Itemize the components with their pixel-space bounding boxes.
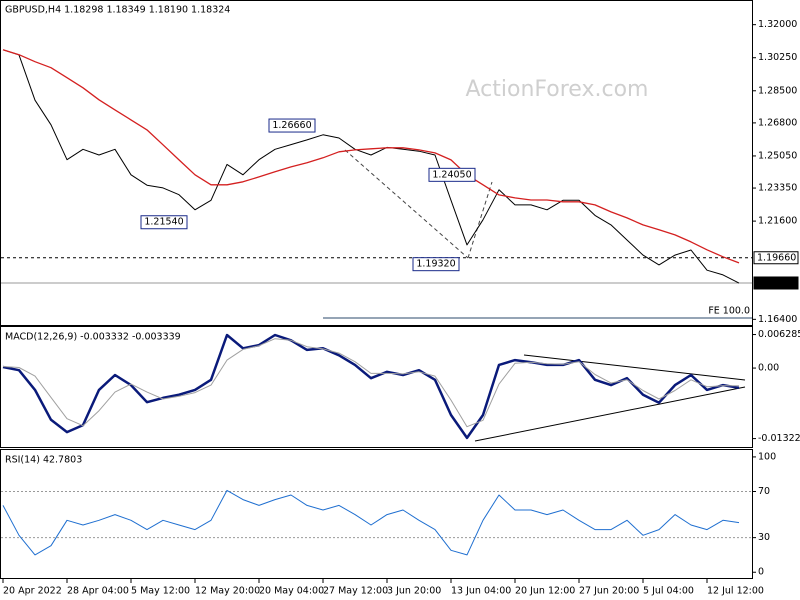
y-tick-label: 0.006285 [758, 329, 800, 340]
annotation-box [428, 167, 476, 182]
x-tick-label: 20 Jun 12:00 [515, 586, 575, 597]
x-tick-label: 13 Jun 04:00 [451, 586, 511, 597]
level-box [753, 276, 799, 290]
y-tick-label: 0.00 [758, 363, 779, 374]
series-line [2, 49, 740, 264]
watermark: ActionForex.com [466, 77, 649, 102]
annotation-box [412, 257, 460, 272]
x-tick-label: 20 May 04:00 [259, 586, 324, 597]
macd-title: MACD(12,26,9) -0.003332 -0.003339 [5, 332, 181, 343]
annotation-label: 1.21540 [144, 217, 183, 228]
series-line [2, 338, 739, 428]
y-tick-label: 1.30250 [758, 52, 797, 63]
y-tick-label: 1.26800 [758, 117, 797, 128]
annotation-label: 1.19320 [416, 259, 455, 270]
trendline [523, 354, 746, 381]
y-tick-label: 100 [758, 451, 776, 462]
rsi-panel [0, 449, 753, 579]
x-tick-label: 28 Apr 04:00 [67, 586, 129, 597]
price-title: GBPUSD,H4 1.18298 1.18349 1.18190 1.1832… [5, 5, 230, 16]
x-tick-label: 27 Jun 20:00 [579, 586, 639, 597]
fe-label: FE 100.0 [708, 306, 750, 317]
y-tick-label: 1.21600 [758, 216, 797, 227]
y-tick-label: 1.32000 [758, 19, 797, 30]
annotation-label: 1.26660 [272, 120, 311, 131]
y-tick-label: 1.23350 [758, 183, 797, 194]
y-tick-label: 1.16400 [758, 314, 797, 325]
x-tick-label: 3 Jun 20:00 [387, 586, 441, 597]
annotation-label: 1.24050 [432, 169, 471, 180]
series-line [2, 333, 740, 440]
macd-panel [0, 326, 753, 448]
y-tick-label: 0 [758, 567, 764, 578]
series-line [2, 489, 740, 556]
x-tick-label: 20 Apr 2022 [3, 586, 62, 597]
projection-line [344, 149, 469, 259]
price-panel [0, 0, 753, 326]
x-tick-label: 5 Jul 04:00 [643, 586, 694, 597]
projection-line [467, 181, 493, 259]
annotation-box [140, 215, 188, 230]
level-box [753, 251, 799, 265]
annotation-box [268, 118, 316, 133]
trendline [474, 386, 746, 442]
y-tick-label: -0.013223 [758, 433, 800, 444]
y-tick-label: 1.28500 [758, 85, 797, 96]
level-label: 1.18324 [757, 277, 796, 288]
x-tick-label: 12 Jul 12:00 [707, 586, 764, 597]
y-tick-label: 70 [758, 486, 770, 497]
y-tick-label: 30 [758, 532, 770, 543]
x-tick-label: 12 May 20:00 [195, 586, 260, 597]
series-line [2, 49, 740, 284]
rsi-title: RSI(14) 42.7803 [5, 455, 82, 466]
y-tick-label: 1.25050 [758, 150, 797, 161]
x-tick-label: 27 May 12:00 [323, 586, 388, 597]
x-tick-label: 5 May 12:00 [131, 586, 190, 597]
level-label: 1.19660 [757, 252, 796, 263]
